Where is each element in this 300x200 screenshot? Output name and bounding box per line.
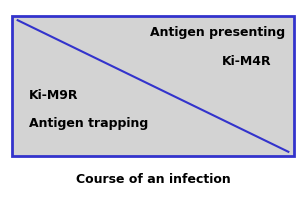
Text: Course of an infection: Course of an infection: [76, 173, 230, 186]
Text: Ki-M9R: Ki-M9R: [29, 89, 78, 102]
Text: Antigen trapping: Antigen trapping: [29, 117, 148, 130]
Text: Antigen presenting: Antigen presenting: [150, 26, 286, 39]
Text: Ki-M4R: Ki-M4R: [222, 55, 272, 68]
FancyBboxPatch shape: [12, 16, 294, 156]
